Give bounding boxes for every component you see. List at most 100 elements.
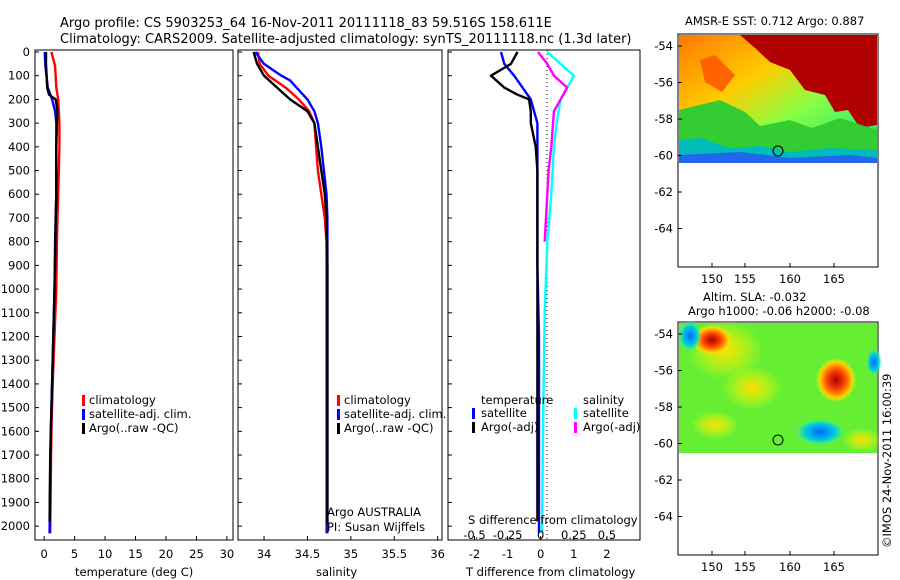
pi-name-label: PI: Susan Wijffels [327,520,425,534]
lon-tick-label: 150 [701,272,723,286]
s-diff-tick-label: 0 [537,528,544,542]
s-diff-tick-label: -0.5 [463,528,485,542]
sst-map-panel: AMSR-E SST: 0.712 Argo: 0.887 150 155 160 1… [654,14,879,286]
legend-entry: Argo(-adj) [583,420,640,434]
legend-entry: Argo(-adj) [481,420,538,434]
difference-legend: temperaturesatelliteArgo(-adj)salinitysa… [472,393,640,434]
temperature-x-ticks: 0 5 10 15 20 25 30 [40,536,234,561]
lon-tick-label: 150 [701,560,723,574]
legend-swatch [82,409,85,420]
temperature-series [43,51,61,534]
sla-map-title: Altim. SLA: -0.032 [703,290,807,304]
lat-tick-label: -62 [654,185,673,199]
legend-entry: satellite-adj. clim. [89,407,191,421]
depth-tick-label: 1400 [1,377,30,391]
series-line-2-2 [540,51,575,534]
sst-map-title: AMSR-E SST: 0.712 Argo: 0.887 [685,14,864,28]
lat-tick-label: -58 [654,400,673,414]
difference-series [489,51,575,534]
lat-tick-label: -54 [654,39,673,53]
depth-tick-label: 2000 [1,519,30,533]
depth-tick-label: 900 [8,258,30,272]
x-tick-label: 35 [344,547,359,561]
sst-heatmap-image [679,35,877,163]
lat-tick-label: -64 [654,510,673,524]
sla-map-lat-ticks: -54 -56 -58 -60 -62 -64 [654,327,682,524]
lon-tick-label: 160 [779,272,801,286]
x-tick-label: 30 [220,547,235,561]
legend-swatch [472,422,475,433]
legend-heading-temperature: temperature [481,393,553,407]
temperature-panel: 0 5 10 15 20 25 30 0 100 200 300 400 500 600 700 800 90… [1,45,452,579]
sla-map-subtitle: Argo h1000: -0.06 h2000: -0.08 [688,304,870,318]
x-tick-label: -1 [502,547,513,561]
series-line-2-3 [537,51,569,242]
sla-map-lon-ticks: 150 155 160 165 [701,551,845,574]
sst-map-lat-ticks: -54 -56 -58 -60 -62 -64 [654,39,682,236]
legend-entry: climatology [89,393,156,407]
argo-location-marker-sla [772,434,784,446]
imos-watermark: ©IMOS 24-Nov-2011 16:00:39 [880,374,894,548]
s-diff-tick-label: -0.25 [493,528,523,542]
lat-tick-label: -56 [654,76,673,90]
x-tick-label: 15 [128,547,143,561]
figure-title: Argo profile: CS 5903253_64 16-Nov-2011 … [60,16,552,31]
sla-map-panel: Altim. SLA: -0.032 Argo h1000: -0.06 h20… [654,290,882,574]
series-line-0-2 [44,52,59,522]
x-tick-label: 0 [537,547,544,561]
depth-tick-label: 200 [8,92,30,106]
legend-swatch [337,423,340,434]
difference-axes-frame [447,49,641,541]
lat-tick-label: -60 [654,437,673,451]
depth-tick-label: 1500 [1,401,30,415]
legend-swatch [574,422,577,433]
x-tick-label: 0 [40,547,47,561]
legend-entry: Argo(..raw -QC) [344,421,434,435]
depth-tick-label: 1200 [1,329,30,343]
t-diff-x-label: T difference from climatology [465,565,636,579]
depth-y-ticks: 0 100 200 300 400 500 600 700 800 900 1000 1100 1200… [1,45,452,533]
x-tick-label: 34.5 [295,547,321,561]
salinity-x-label: salinity [316,565,357,579]
legend-entry: Argo(..raw -QC) [89,421,179,435]
lon-tick-label: 165 [823,560,845,574]
argo-australia-label: Argo AUSTRALIA [327,505,421,519]
salinity-axes-frame [237,49,443,541]
x-tick-label: 35.5 [381,547,407,561]
depth-tick-label: 1000 [1,282,30,296]
x-tick-label: -2 [469,547,480,561]
depth-tick-label: 100 [8,69,30,83]
series-line-2-1 [489,51,539,522]
x-tick-label: 1 [570,547,577,561]
lat-tick-label: -56 [654,364,673,378]
depth-tick-label: 1700 [1,448,30,462]
salinity-panel: 34 34.5 35 35.5 36 salinity climatologysatel… [237,49,446,579]
depth-tick-label: 700 [8,211,30,225]
series-line-1-0 [256,51,328,534]
legend-entry: satellite [481,406,527,420]
depth-tick-label: 600 [8,187,30,201]
lat-tick-label: -60 [654,149,673,163]
x-tick-label: 20 [159,547,174,561]
s-diff-x-ticks: -0.5 -0.25 0 0.25 0.5 [463,528,616,542]
lon-tick-label: 155 [734,560,756,574]
lat-tick-label: -54 [654,327,673,341]
x-tick-label: 36 [430,547,445,561]
legend-entry: climatology [344,393,411,407]
series-line-1-1 [254,51,329,534]
depth-tick-label: 500 [8,164,30,178]
x-tick-label: 25 [189,547,204,561]
legend-heading-salinity: salinity [583,393,624,407]
depth-tick-label: 1900 [1,495,30,509]
depth-tick-label: 400 [8,140,30,154]
x-tick-label: 10 [98,547,113,561]
legend-swatch [337,395,340,406]
legend-swatch [472,408,475,419]
t-diff-x-ticks: -2 -1 0 1 2 [469,536,611,561]
lon-tick-label: 155 [734,272,756,286]
x-tick-label: 34 [257,547,272,561]
salinity-series [252,51,329,534]
sst-map-lon-ticks: 150 155 160 165 [701,263,845,286]
